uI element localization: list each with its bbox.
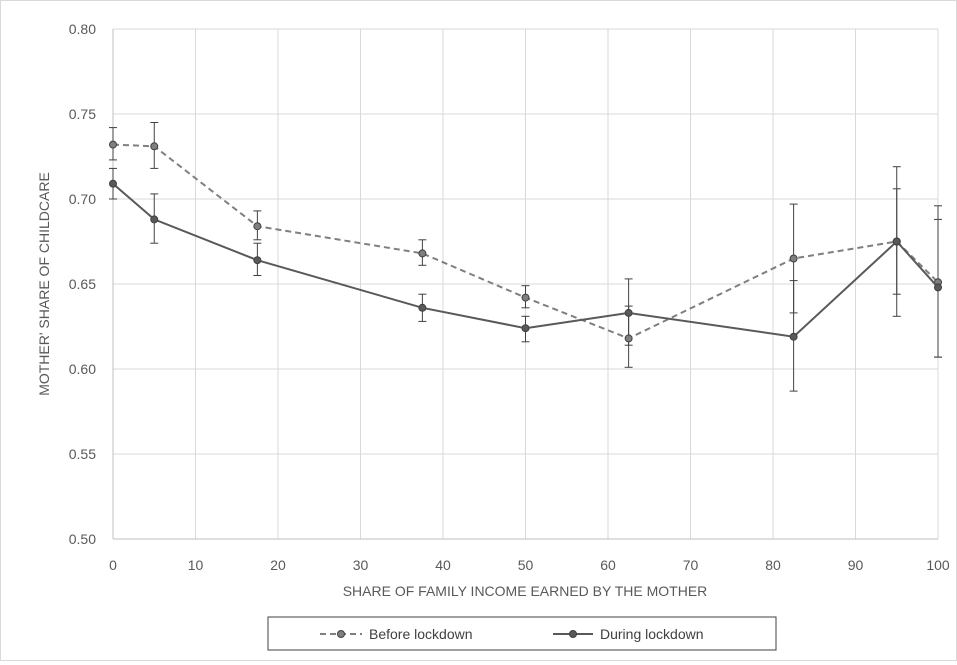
x-tick-label: 40 — [435, 557, 451, 573]
x-axis-title: SHARE OF FAMILY INCOME EARNED BY THE MOT… — [343, 583, 708, 599]
y-tick-label: 0.50 — [69, 531, 96, 547]
data-point-before — [418, 249, 427, 258]
tick-labels: 0.50 0.55 0.60 0.65 0.70 0.75 0.80 0 10 20 30 40 50 6… — [69, 21, 950, 573]
data-point-during — [624, 308, 633, 317]
y-tick-label: 0.65 — [69, 276, 96, 292]
legend-marker-during — [569, 630, 577, 638]
legend-marker-before — [337, 630, 345, 638]
data-point-during — [521, 324, 530, 333]
axes — [112, 29, 938, 540]
data-point-during — [418, 303, 427, 312]
y-tick-label: 0.60 — [69, 361, 96, 377]
x-tick-label: 0 — [109, 557, 117, 573]
data-point-during — [892, 237, 901, 246]
x-tick-label: 70 — [683, 557, 699, 573]
x-tick-label: 50 — [518, 557, 534, 573]
data-point-before — [624, 334, 633, 343]
x-tick-label: 80 — [765, 557, 781, 573]
y-axis-title: MOTHER' SHARE OF CHILDCARE — [36, 172, 52, 396]
y-tick-label: 0.55 — [69, 446, 96, 462]
legend-label-during: During lockdown — [600, 626, 704, 642]
x-tick-label: 90 — [848, 557, 864, 573]
x-tick-label: 30 — [353, 557, 369, 573]
data-point-during — [150, 215, 159, 224]
data-point-during — [934, 283, 942, 292]
y-tick-label: 0.75 — [69, 106, 96, 122]
data-point-during — [109, 179, 117, 188]
x-tick-label: 20 — [270, 557, 286, 573]
data-point-before — [789, 254, 798, 263]
x-tick-label: 100 — [926, 557, 950, 573]
data-point-during — [253, 256, 262, 265]
data-point-during — [789, 332, 798, 341]
y-tick-label: 0.70 — [69, 191, 96, 207]
y-tick-label: 0.80 — [69, 21, 96, 37]
legend: Before lockdown During lockdown — [267, 616, 777, 651]
x-tick-label: 60 — [600, 557, 616, 573]
gridlines — [112, 28, 939, 540]
data-point-before — [150, 142, 159, 151]
x-tick-label: 10 — [188, 557, 204, 573]
series-lines — [109, 140, 942, 343]
data-point-before — [521, 293, 530, 302]
data-point-before — [109, 140, 117, 149]
data-point-before — [253, 222, 262, 231]
legend-label-before: Before lockdown — [369, 626, 473, 642]
